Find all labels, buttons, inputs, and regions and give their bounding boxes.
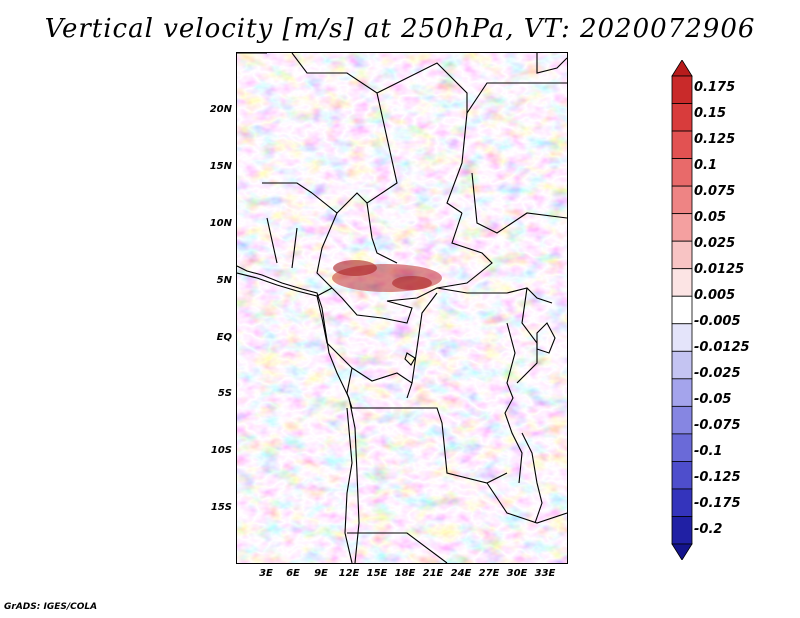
lon-label-30e: 30E bbox=[506, 568, 528, 579]
colorbar-label-neg-0.075: -0.075 bbox=[694, 418, 741, 433]
colorbar-label-0.125: 0.125 bbox=[694, 132, 736, 147]
colorbar-label-0.1: 0.1 bbox=[694, 158, 718, 173]
coastline-and-lakes bbox=[237, 265, 556, 563]
colorbar-label-0.025: 0.025 bbox=[694, 236, 736, 251]
lon-label-12e: 12E bbox=[338, 568, 360, 579]
colorbar-label-neg-0.125: -0.125 bbox=[694, 470, 741, 485]
colorbar-box bbox=[671, 60, 693, 77]
colorbar-box bbox=[671, 295, 693, 325]
colorbar-box bbox=[671, 516, 693, 545]
country-borders bbox=[237, 53, 567, 563]
colorbar-box bbox=[671, 103, 693, 132]
lon-label-27e: 27E bbox=[478, 568, 500, 579]
colorbar-box bbox=[671, 213, 693, 242]
lat-label-10n: 10N bbox=[209, 218, 232, 229]
lat-label-5s: 5S bbox=[217, 388, 232, 399]
vertical-velocity-map bbox=[236, 52, 568, 564]
colorbar-label-neg-0.2: -0.2 bbox=[694, 522, 723, 537]
lon-label-6e: 6E bbox=[286, 568, 300, 579]
colorbar-label-neg-0.0125: -0.0125 bbox=[694, 340, 750, 355]
lat-label-20n: 20N bbox=[209, 104, 232, 115]
lon-label-33e: 33E bbox=[534, 568, 556, 579]
colorbar-label-neg-0.175: -0.175 bbox=[694, 496, 741, 511]
colorbar-label-neg-0.005: -0.005 bbox=[694, 314, 741, 329]
colorbar-box bbox=[671, 268, 693, 297]
colorbar-label-0.005: 0.005 bbox=[694, 288, 736, 303]
lon-label-3e: 3E bbox=[259, 568, 273, 579]
lon-label-18e: 18E bbox=[394, 568, 416, 579]
ascent-core-east bbox=[392, 276, 432, 290]
colorbar-label-0.175: 0.175 bbox=[694, 80, 736, 95]
colorbar-box bbox=[671, 433, 693, 462]
grads-credit: GrADS: IGES/COLA bbox=[4, 602, 98, 612]
colorbar-box bbox=[671, 378, 693, 407]
colorbar-box bbox=[671, 461, 693, 490]
colorbar-box bbox=[671, 350, 693, 380]
colorbar-box bbox=[671, 405, 693, 435]
lat-label-10s: 10S bbox=[210, 445, 232, 456]
colorbar-box bbox=[671, 130, 693, 159]
colorbar-label-0.05: 0.05 bbox=[694, 210, 727, 225]
colorbar-box bbox=[671, 185, 693, 215]
map-canvas bbox=[237, 53, 567, 563]
lon-label-15e: 15E bbox=[366, 568, 388, 579]
colorbar-box bbox=[671, 158, 693, 187]
colorbar-label-neg-0.025: -0.025 bbox=[694, 366, 741, 381]
colorbar-box bbox=[671, 323, 693, 352]
lat-label-eq: EQ bbox=[216, 332, 232, 343]
lon-label-21e: 21E bbox=[422, 568, 444, 579]
colorbar bbox=[671, 60, 693, 560]
colorbar-label-0.0125: 0.0125 bbox=[694, 262, 745, 277]
colorbar-label-0.15: 0.15 bbox=[694, 106, 727, 121]
lon-label-9e: 9E bbox=[314, 568, 328, 579]
colorbar-label-neg-0.05: -0.05 bbox=[694, 392, 732, 407]
lat-label-15s: 15S bbox=[210, 502, 232, 513]
ascent-core-west bbox=[333, 260, 377, 276]
lon-label-24e: 24E bbox=[450, 568, 472, 579]
velocity-field bbox=[237, 53, 567, 563]
colorbar-box bbox=[671, 75, 693, 104]
map-title: Vertical velocity [m/s] at 250hPa, VT: 2… bbox=[44, 14, 756, 44]
lat-label-5n: 5N bbox=[216, 275, 232, 286]
colorbar-box bbox=[671, 488, 693, 517]
colorbar-box bbox=[671, 240, 693, 270]
lat-label-15n: 15N bbox=[209, 161, 232, 172]
colorbar-box bbox=[671, 543, 693, 560]
colorbar-label-0.075: 0.075 bbox=[694, 184, 736, 199]
colorbar-label-neg-0.1: -0.1 bbox=[694, 444, 723, 459]
